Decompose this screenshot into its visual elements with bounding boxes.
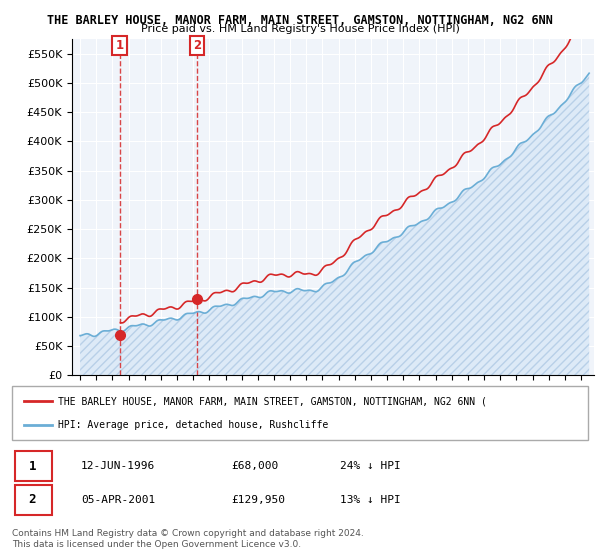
Text: Price paid vs. HM Land Registry's House Price Index (HPI): Price paid vs. HM Land Registry's House … bbox=[140, 24, 460, 34]
Text: 1: 1 bbox=[28, 460, 36, 473]
Text: HPI: Average price, detached house, Rushcliffe: HPI: Average price, detached house, Rush… bbox=[58, 419, 328, 430]
Text: THE BARLEY HOUSE, MANOR FARM, MAIN STREET, GAMSTON, NOTTINGHAM, NG2 6NN: THE BARLEY HOUSE, MANOR FARM, MAIN STREE… bbox=[47, 14, 553, 27]
FancyBboxPatch shape bbox=[15, 451, 52, 482]
Text: 12-JUN-1996: 12-JUN-1996 bbox=[81, 461, 155, 472]
Text: £68,000: £68,000 bbox=[231, 461, 278, 472]
Text: 05-APR-2001: 05-APR-2001 bbox=[81, 494, 155, 505]
Text: 24% ↓ HPI: 24% ↓ HPI bbox=[340, 461, 401, 472]
Text: £129,950: £129,950 bbox=[231, 494, 285, 505]
Text: 1: 1 bbox=[115, 39, 124, 52]
Text: Contains HM Land Registry data © Crown copyright and database right 2024.
This d: Contains HM Land Registry data © Crown c… bbox=[12, 529, 364, 549]
Text: 13% ↓ HPI: 13% ↓ HPI bbox=[340, 494, 401, 505]
FancyBboxPatch shape bbox=[12, 386, 588, 440]
Text: THE BARLEY HOUSE, MANOR FARM, MAIN STREET, GAMSTON, NOTTINGHAM, NG2 6NN (: THE BARLEY HOUSE, MANOR FARM, MAIN STREE… bbox=[58, 396, 487, 407]
Text: 2: 2 bbox=[193, 39, 202, 52]
FancyBboxPatch shape bbox=[15, 484, 52, 515]
Text: 2: 2 bbox=[28, 493, 36, 506]
